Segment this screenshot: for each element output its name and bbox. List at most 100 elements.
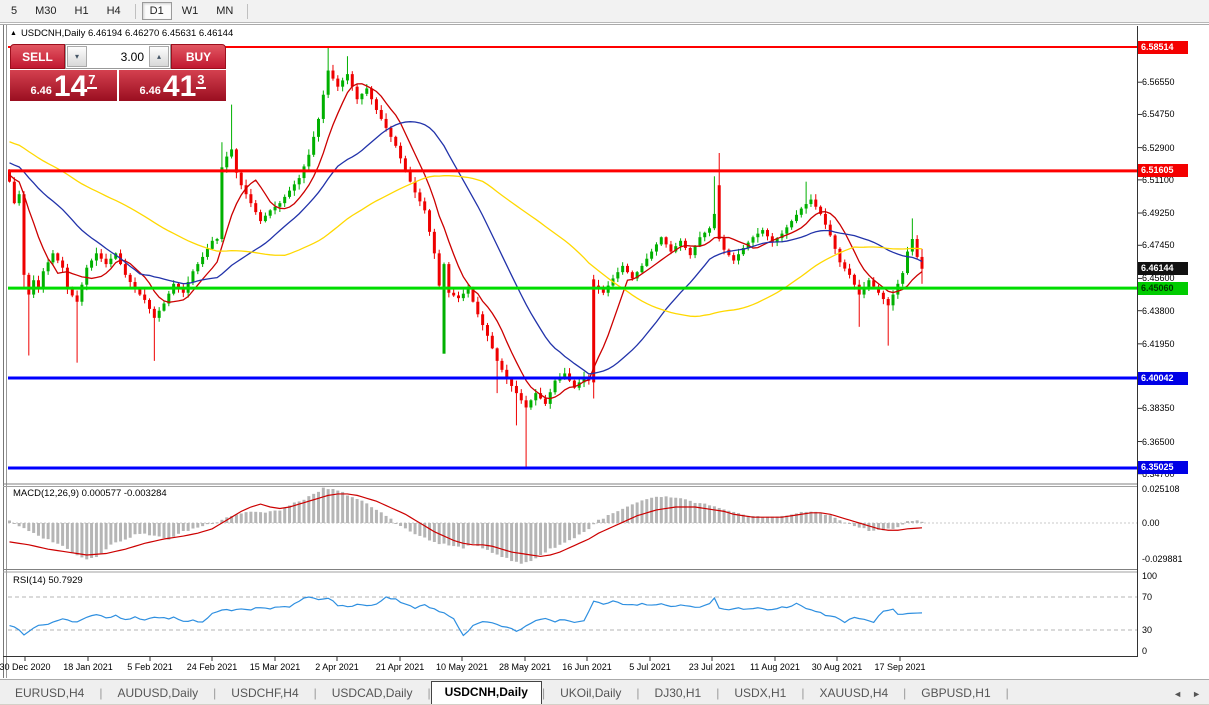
tab-usdcad[interactable]: USDCAD,Daily (331, 686, 413, 700)
tab-separator: | (636, 686, 640, 700)
price-level-badge: 6.46144 (1138, 262, 1188, 276)
volume-decrease-button[interactable]: ▾ (67, 46, 87, 67)
rsi-axis-label: 30 (1142, 625, 1153, 635)
tab-audusd[interactable]: AUDUSD,Daily (117, 686, 199, 700)
date-label: 23 Jul 2021 (688, 662, 736, 672)
timeframe-button-mn[interactable]: MN (216, 5, 234, 17)
rsi-axis-label: 70 (1142, 592, 1153, 602)
moving-average-55 (9, 141, 923, 318)
timeframe-button-w1[interactable]: W1 (181, 5, 199, 17)
price-tick-label: 6.49250 (1142, 208, 1175, 219)
price-tick-label: 6.43800 (1142, 305, 1175, 316)
sell-price-display[interactable]: 6.46 14 7 (10, 70, 117, 103)
timeframe-button-h4[interactable]: H4 (106, 5, 121, 17)
triangle-up-icon: ▴ (156, 52, 161, 61)
date-label: 18 Jan 2021 (63, 662, 113, 672)
collapse-arrow-icon[interactable]: ▲ (10, 30, 17, 37)
timeframe-button-5[interactable]: 5 (11, 5, 18, 17)
sell-button[interactable]: SELL (10, 44, 65, 69)
sell-price-pip: 7 (87, 72, 97, 89)
tab-eurusd[interactable]: EURUSD,H4 (15, 686, 85, 700)
tab-ukoil[interactable]: UKOil,Daily (560, 686, 622, 700)
buy-button[interactable]: BUY (171, 44, 226, 69)
date-label: 28 May 2021 (498, 662, 552, 672)
date-label: 11 Aug 2021 (750, 662, 800, 672)
tab-gbpusd[interactable]: GBPUSD,H1 (921, 686, 991, 700)
chart-tab-bar: EURUSD,H4 | AUDUSD,Daily | USDCHF,H4 | USDCAD,… (0, 679, 1209, 704)
date-label: 24 Feb 2021 (186, 662, 238, 672)
candles-layer (8, 47, 924, 467)
tab-separator: | (1005, 686, 1009, 700)
date-label: 15 Mar 2021 (249, 662, 301, 672)
tab-usdcnh[interactable]: USDCNH,Daily (430, 681, 542, 704)
date-label: 5 Jul 2021 (629, 662, 671, 672)
volume-input[interactable]: 3.00 (120, 49, 144, 64)
price-tick-label: 6.54750 (1142, 109, 1175, 120)
timeframe-button-d1[interactable]: D1 (141, 2, 172, 20)
macd-indicator-label: MACD(12,26,9) 0.000577 -0.003284 (13, 488, 167, 499)
macd-pane[interactable] (8, 487, 1137, 564)
tab-nav-arrows: ◄ ► (1173, 689, 1201, 699)
tab-scroll-right-icon[interactable]: ► (1192, 689, 1201, 699)
price-axis[interactable]: 6.56550 6.54750 6.52900 6.51100 6.49250 6.474… (1137, 26, 1209, 658)
sell-price-main: 14 (53, 70, 88, 103)
macd-axis-label: 0.025108 (1142, 484, 1180, 495)
triangle-down-icon: ▾ (74, 52, 79, 61)
price-tick-label: 6.51100 (1142, 174, 1174, 185)
volume-control: ▾ 3.00 ▴ (65, 44, 171, 69)
symbol-ohlc-text: USDCNH,Daily 6.46194 6.46270 6.45631 6.4… (20, 28, 234, 39)
buy-price-pip: 3 (196, 72, 206, 89)
toolbar-separator (134, 3, 136, 19)
tab-separator: | (716, 686, 720, 700)
date-label: 30 Dec 2020 (0, 662, 51, 672)
date-label: 10 May 2021 (435, 662, 489, 672)
rsi-pane[interactable] (8, 596, 1137, 637)
price-level-badge: 6.35025 (1138, 461, 1188, 475)
date-label: 17 Sep 2021 (874, 662, 926, 672)
buy-price-main: 41 (162, 70, 197, 103)
price-tick-label: 6.41950 (1142, 338, 1175, 349)
tab-usdchf[interactable]: USDCHF,H4 (231, 686, 299, 700)
volume-increase-button[interactable]: ▴ (149, 46, 169, 67)
price-tick-label: 6.38350 (1142, 403, 1175, 414)
macd-axis-label: 0.00 (1142, 518, 1160, 528)
tab-xauusd[interactable]: XAUUSD,H4 (819, 686, 889, 700)
price-level-badge: 6.51605 (1138, 164, 1188, 178)
rsi-indicator-label: RSI(14) 50.7929 (13, 575, 83, 586)
price-tick-label: 6.45600 (1142, 273, 1175, 284)
one-click-trading-panel: SELL ▾ 3.00 ▴ BUY 6.46 14 7 6.46 41 3 (10, 44, 226, 103)
buy-price-display[interactable]: 6.46 41 3 (119, 70, 226, 103)
date-label: 5 Feb 2021 (127, 662, 173, 672)
macd-axis-label: -0.029881 (1142, 553, 1183, 564)
rsi-axis-label: 0 (1142, 646, 1148, 657)
buy-price-prefix: 6.46 (139, 85, 161, 97)
tab-separator: | (903, 686, 907, 700)
price-level-badge: 6.40042 (1138, 371, 1188, 385)
date-label: 30 Aug 2021 (811, 662, 863, 672)
window-bottom-edge (0, 703, 1209, 705)
price-tick-label: 6.36500 (1142, 436, 1175, 447)
date-label: 16 Jun 2021 (562, 662, 612, 672)
tab-scroll-left-icon[interactable]: ◄ (1173, 689, 1183, 699)
time-axis[interactable]: 30 Dec 2020 18 Jan 2021 5 Feb 2021 24 Feb 2… (0, 658, 1137, 678)
price-level-badge: 6.45060 (1138, 281, 1188, 295)
tab-separator: | (213, 686, 217, 700)
tab-dj30[interactable]: DJ30,H1 (654, 686, 702, 700)
tab-separator: | (99, 686, 103, 700)
axis-ticks (24, 81, 1142, 661)
tab-separator: | (801, 686, 805, 700)
tab-usdx[interactable]: USDX,H1 (734, 686, 787, 700)
toolbar-separator (247, 3, 249, 19)
timeframe-button-m30[interactable]: M30 (35, 5, 57, 17)
tab-separator: | (541, 686, 546, 700)
timeframe-button-h1[interactable]: H1 (74, 5, 89, 17)
price-tick-label: 6.47450 (1142, 240, 1175, 251)
tab-separator: | (313, 686, 317, 700)
price-level-badge: 6.58514 (1138, 40, 1188, 54)
price-tick-label: 6.52900 (1142, 142, 1175, 153)
rsi-axis-label: 100 (1142, 571, 1158, 582)
moving-average-25 (9, 121, 923, 375)
date-label: 2 Apr 2021 (315, 662, 359, 672)
